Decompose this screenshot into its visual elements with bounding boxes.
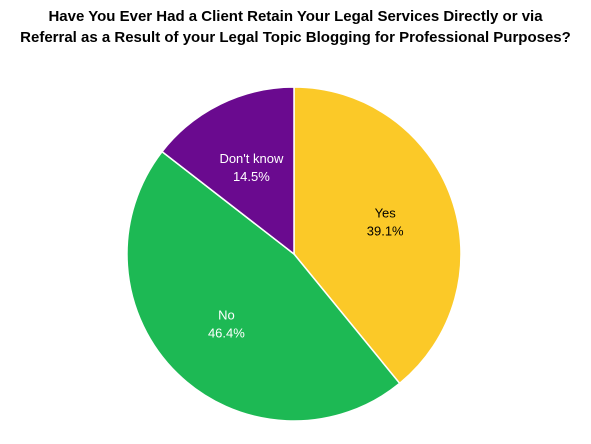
slice-label-don-t-know: Don't know	[219, 151, 284, 166]
pie-slice-no	[126, 150, 401, 422]
pie-slice-don-t-know	[160, 86, 295, 256]
slice-label-yes: Yes	[375, 206, 397, 221]
slice-label-no: No	[218, 307, 235, 322]
chart-title-line-1: Have You Ever Had a Client Retain Your L…	[48, 8, 543, 25]
pie-labels: Yes 39.1% No 46.4% Don't know 14.5%	[208, 151, 404, 340]
pie-slices	[126, 86, 462, 422]
slice-value-no: 46.4%	[208, 325, 245, 340]
chart-title-line-2: Referral as a Result of your Legal Topic…	[20, 29, 571, 46]
slice-value-don-t-know: 14.5%	[233, 169, 270, 184]
chart-title: Have You Ever Had a Client Retain Your L…	[0, 6, 591, 48]
pie-slice-yes	[293, 86, 462, 385]
slice-value-yes: 39.1%	[367, 224, 404, 239]
